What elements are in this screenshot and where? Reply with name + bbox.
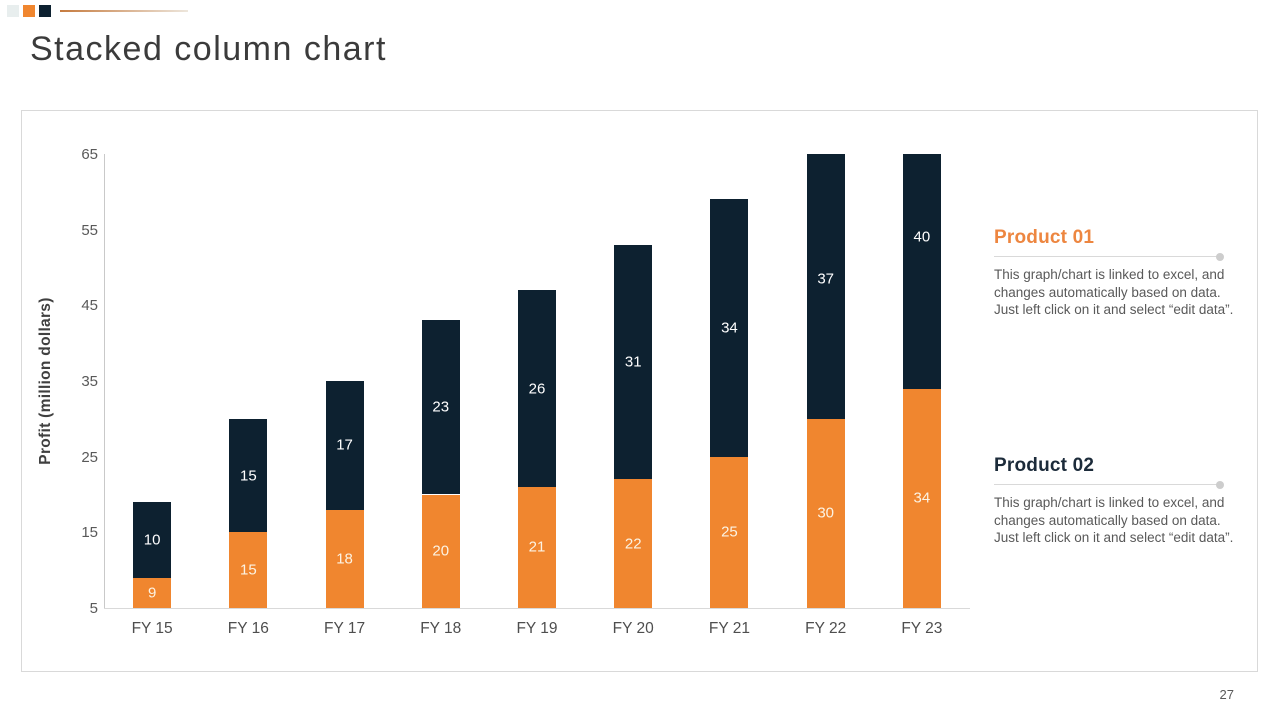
legend-divider bbox=[994, 480, 1224, 489]
y-tick-label: 15 bbox=[81, 524, 98, 542]
bar-value-label-product-02: 31 bbox=[624, 353, 642, 371]
bar-segment-product-01 bbox=[902, 388, 941, 608]
bar-value-label-product-01: 20 bbox=[432, 542, 450, 560]
bar-segment-product-02 bbox=[614, 244, 653, 480]
bar-value-label-product-01: 22 bbox=[624, 535, 642, 553]
page-title: Stacked column chart bbox=[30, 30, 387, 68]
legend-title-product-01: Product 01 bbox=[994, 227, 1095, 248]
y-tick-label: 5 bbox=[89, 600, 98, 617]
bar-value-label-product-01: 34 bbox=[913, 489, 931, 507]
bar-segment-product-02 bbox=[518, 290, 556, 487]
bar-value-label-product-02: 34 bbox=[721, 319, 738, 337]
bar-segment-product-02 bbox=[421, 320, 460, 495]
x-category-label: FY 22 bbox=[805, 620, 847, 637]
bar-segment-product-01 bbox=[325, 509, 364, 608]
bar-segment-product-01 bbox=[133, 577, 172, 608]
bar-value-label-product-02: 17 bbox=[336, 436, 353, 454]
deco-square-navy bbox=[39, 5, 51, 17]
bar-segment-product-02 bbox=[806, 154, 845, 419]
bar-value-label-product-01: 15 bbox=[239, 561, 257, 579]
bar-value-label-product-02: 37 bbox=[817, 270, 834, 288]
x-category-label: FY 21 bbox=[708, 620, 750, 637]
chart-panel: Profit (million dollars) 5 15 25 35 45 55 65 FY… bbox=[21, 110, 1258, 672]
bar-segment-product-02 bbox=[229, 418, 268, 533]
bar-segment-product-01 bbox=[229, 532, 268, 608]
bar-value-label-product-01: 30 bbox=[817, 504, 834, 522]
legend-divider-dot bbox=[1216, 480, 1224, 489]
y-axis-line bbox=[104, 154, 105, 608]
deco-square-light bbox=[7, 5, 19, 17]
deco-square-orange bbox=[23, 5, 35, 17]
bar-segment-product-02 bbox=[710, 199, 749, 457]
deco-line bbox=[60, 10, 188, 12]
bar-value-label-product-02: 15 bbox=[239, 467, 257, 485]
x-category-label: FY 16 bbox=[227, 620, 269, 637]
bar-value-label-product-02: 40 bbox=[913, 228, 931, 246]
bar-value-label-product-02: 10 bbox=[143, 531, 161, 549]
legend-divider-dot bbox=[1216, 252, 1224, 261]
bar-segment-product-01 bbox=[806, 418, 845, 608]
legend-divider bbox=[994, 252, 1224, 261]
bar-value-label-product-02: 26 bbox=[528, 380, 546, 398]
bar-segment-product-01 bbox=[421, 494, 460, 608]
legend-description-product-01: This graph/chart is linked to excel, and… bbox=[994, 267, 1234, 318]
x-category-label: FY 18 bbox=[420, 620, 462, 637]
x-category-label: FY 17 bbox=[324, 620, 366, 637]
x-category-label: FY 19 bbox=[516, 620, 558, 637]
bar-segment-product-02 bbox=[325, 381, 364, 510]
x-category-label: FY 23 bbox=[901, 620, 943, 637]
header-decoration bbox=[7, 5, 188, 17]
plot-area: 5 15 25 35 45 55 65 FY 15 FY 16 FY 17 FY 18 FY 19 FY… bbox=[22, 111, 1257, 671]
legend-description-product-02: This graph/chart is linked to excel, and… bbox=[994, 495, 1234, 546]
legend-block-product-01: Product 01 This graph/chart is linked to… bbox=[994, 227, 1236, 319]
bar-segment-product-01 bbox=[710, 456, 749, 608]
bar-value-label-product-01: 18 bbox=[336, 550, 353, 568]
bar-value-label-product-01: 9 bbox=[147, 584, 157, 602]
bar-value-label-product-01: 25 bbox=[721, 523, 738, 541]
y-tick-label: 35 bbox=[81, 373, 98, 390]
legend-block-product-02: Product 02 This graph/chart is linked to… bbox=[994, 455, 1236, 547]
y-tick-label: 65 bbox=[81, 146, 98, 163]
bar-segment-product-02 bbox=[902, 154, 941, 389]
bar-segment-product-01 bbox=[518, 486, 556, 608]
y-tick-label: 45 bbox=[81, 297, 98, 315]
x-category-label: FY 15 bbox=[131, 620, 173, 637]
page-number: 27 bbox=[1219, 687, 1234, 702]
y-tick-label: 25 bbox=[81, 448, 98, 466]
y-tick-label: 55 bbox=[81, 221, 98, 239]
bar-value-label-product-01: 21 bbox=[528, 538, 546, 556]
bar-segment-product-01 bbox=[614, 479, 653, 608]
bar-value-label-product-02: 23 bbox=[432, 398, 450, 416]
legend-title-product-02: Product 02 bbox=[994, 455, 1095, 476]
x-category-label: FY 20 bbox=[612, 620, 654, 637]
x-axis-line bbox=[104, 608, 970, 609]
bar-segment-product-02 bbox=[133, 502, 172, 578]
